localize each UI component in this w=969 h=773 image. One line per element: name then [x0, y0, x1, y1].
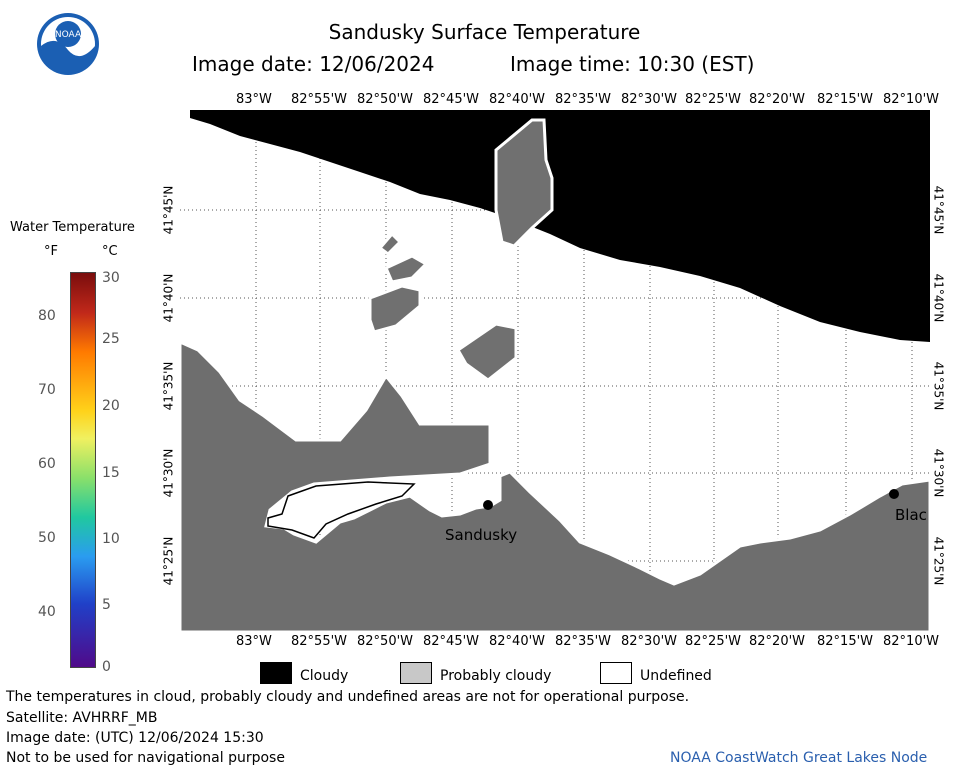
- lon-tick: 82°25'W: [685, 634, 742, 649]
- credit-text: NOAA CoastWatch Great Lakes Node: [670, 750, 928, 766]
- c-tick: 10: [102, 531, 120, 547]
- f-tick: 50: [38, 530, 56, 546]
- lon-tick: 82°30'W: [621, 634, 678, 649]
- lat-tick: 41°35'N: [931, 361, 946, 411]
- lat-tick: 41°45'N: [161, 185, 176, 235]
- c-tick: 0: [102, 659, 111, 675]
- c-tick: 30: [102, 270, 120, 286]
- land-area: [180, 340, 930, 632]
- lon-tick: 82°55'W: [291, 92, 348, 107]
- lat-tick: 41°35'N: [161, 361, 176, 411]
- image-time: Image time: 10:30 (EST): [510, 52, 755, 76]
- lat-tick: 41°30'N: [931, 448, 946, 498]
- disclaimer-text: The temperatures in cloud, probably clou…: [6, 689, 690, 705]
- lon-tick: 82°10'W: [883, 634, 940, 649]
- f-tick: 40: [38, 604, 56, 620]
- lon-tick: 82°45'W: [423, 92, 480, 107]
- colorbar-unit-c: °C: [102, 244, 118, 259]
- lon-tick: 82°15'W: [817, 634, 874, 649]
- lon-tick: 82°30'W: [621, 92, 678, 107]
- lon-tick: 82°50'W: [357, 92, 414, 107]
- lon-tick: 82°45'W: [423, 634, 480, 649]
- legend-swatch-cloudy: [260, 662, 292, 684]
- lat-tick: 41°40'N: [161, 273, 176, 323]
- lon-tick: 82°35'W: [555, 634, 612, 649]
- colorbar-title: Water Temperature: [10, 220, 135, 235]
- lon-tick: 83°W: [236, 92, 272, 107]
- lon-tick: 82°50'W: [357, 634, 414, 649]
- lat-tick: 41°30'N: [161, 448, 176, 498]
- blac-marker: [889, 489, 899, 499]
- lat-tick: 41°25'N: [161, 536, 176, 586]
- legend-label-cloudy: Cloudy: [300, 668, 349, 684]
- probably-cloudy-patches: [368, 118, 554, 382]
- cloudy-region: [180, 110, 930, 342]
- satellite-text: Satellite: AVHRRF_MB: [6, 710, 158, 726]
- image-date: Image date: 12/06/2024: [192, 52, 435, 76]
- lon-tick: 82°55'W: [291, 634, 348, 649]
- map-title: Sandusky Surface Temperature: [328, 20, 641, 44]
- place-sandusky: Sandusky: [445, 526, 517, 544]
- c-tick: 25: [102, 331, 120, 347]
- lon-tick: 83°W: [236, 634, 272, 649]
- lat-tick: 41°40'N: [931, 273, 946, 323]
- lon-tick: 82°40'W: [489, 634, 546, 649]
- logo-text: NOAA: [55, 30, 82, 40]
- lon-tick: 82°10'W: [883, 92, 940, 107]
- lon-tick: 82°25'W: [685, 92, 742, 107]
- colorbar-unit-f: °F: [44, 244, 58, 259]
- place-blac: Blac: [895, 506, 927, 524]
- lon-tick: 82°20'W: [749, 634, 806, 649]
- legend-swatch-probably-cloudy: [400, 662, 432, 684]
- temperature-map: Sandusky Blac: [180, 110, 930, 632]
- legend-label-probably-cloudy: Probably cloudy: [440, 668, 552, 684]
- lon-tick: 82°40'W: [489, 92, 546, 107]
- legend-swatch-undefined: [600, 662, 632, 684]
- lon-tick: 82°15'W: [817, 92, 874, 107]
- utc-date-text: Image date: (UTC) 12/06/2024 15:30: [6, 730, 264, 746]
- c-tick: 15: [102, 465, 120, 481]
- legend-label-undefined: Undefined: [640, 668, 712, 684]
- lat-tick: 41°25'N: [931, 536, 946, 586]
- nav-warning-text: Not to be used for navigational purpose: [6, 750, 285, 766]
- f-tick: 70: [38, 382, 56, 398]
- f-tick: 60: [38, 456, 56, 472]
- f-tick: 80: [38, 308, 56, 324]
- lat-tick: 41°45'N: [931, 185, 946, 235]
- lon-tick: 82°35'W: [555, 92, 612, 107]
- sandusky-marker: [483, 500, 493, 510]
- noaa-logo-icon: NOAA: [37, 13, 99, 75]
- c-tick: 5: [102, 597, 111, 613]
- c-tick: 20: [102, 398, 120, 414]
- colorbar: [70, 272, 96, 668]
- lon-tick: 82°20'W: [749, 92, 806, 107]
